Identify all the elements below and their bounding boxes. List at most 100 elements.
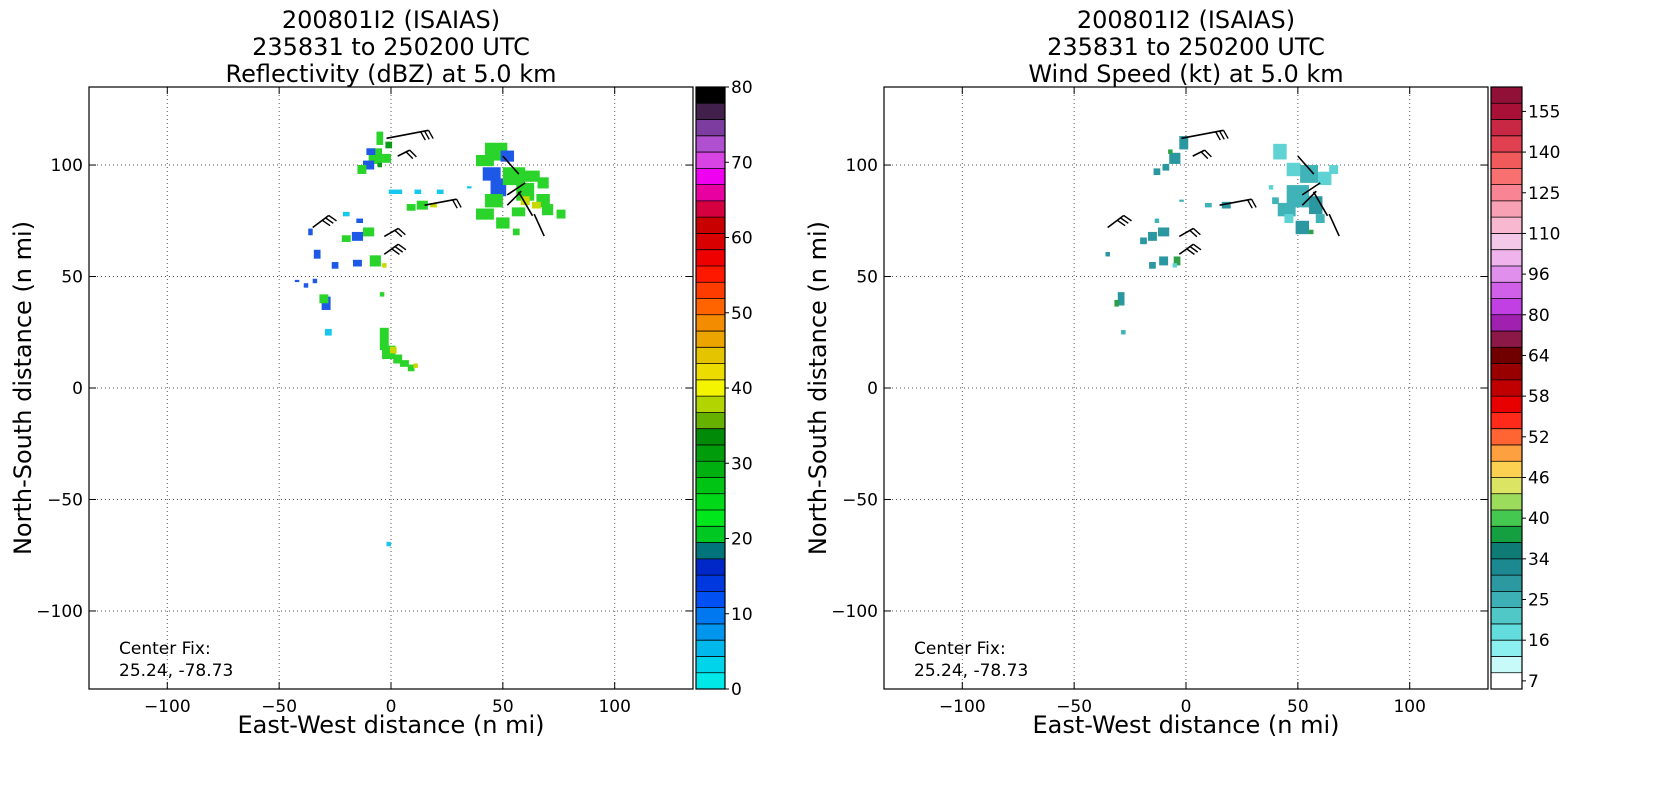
data-cell	[511, 207, 526, 217]
colorbar-swatch	[696, 184, 725, 202]
y-axis-label: North-South distance (n mi)	[9, 221, 37, 555]
data-cell	[467, 186, 472, 189]
colorbar-swatch	[1491, 623, 1522, 641]
data-cells	[1105, 136, 1339, 335]
colorbar-swatch	[696, 331, 725, 348]
chart-title-line-3: Reflectivity (dBZ) at 5.0 km	[226, 60, 557, 88]
colorbar-tick-label: 40	[1528, 509, 1550, 529]
y-tick-label: −100	[831, 602, 878, 622]
data-cell	[531, 201, 541, 209]
colorbar-swatch	[696, 87, 725, 104]
colorbar-swatch	[696, 249, 725, 267]
wind-barb	[506, 182, 526, 196]
data-cell	[406, 204, 416, 211]
data-cell	[1205, 202, 1212, 208]
colorbar-swatch	[1491, 87, 1522, 104]
colorbar-swatch	[696, 217, 725, 234]
colorbar-swatch	[1491, 575, 1522, 592]
x-tick-label: 50	[492, 697, 514, 717]
wind-barb	[1178, 227, 1194, 238]
data-cell	[1300, 165, 1318, 183]
colorbar-swatch	[696, 542, 725, 560]
wind-barb	[397, 149, 411, 157]
data-cell	[1179, 199, 1184, 202]
data-cell	[389, 346, 397, 354]
colorbar-swatch	[1491, 184, 1522, 202]
wind-barb-feather	[1120, 217, 1129, 224]
colorbar-tick-label: 30	[731, 454, 753, 474]
y-tick-label: 0	[72, 379, 83, 399]
data-cell	[376, 131, 384, 145]
data-cell	[476, 155, 494, 167]
data-cell	[500, 150, 515, 162]
wind-barb-feather	[1116, 219, 1126, 227]
wind-barb-feather	[423, 130, 430, 140]
colorbar-swatch	[1491, 298, 1522, 316]
wind-barb-feather	[1250, 198, 1257, 208]
data-cell	[1272, 197, 1279, 205]
colorbar-tick-label: 52	[1528, 428, 1550, 448]
wind-barb	[506, 190, 522, 206]
colorbar-tick-label: 140	[1528, 143, 1560, 163]
data-cell	[1121, 330, 1126, 335]
colorbar-tick-label: 25	[1528, 591, 1550, 611]
colorbar-tick-label: 125	[1528, 184, 1560, 204]
data-cell	[386, 541, 391, 547]
y-tick-label: −50	[47, 490, 83, 510]
y-tick-label: −50	[842, 490, 878, 510]
wind-barb-feather	[1222, 129, 1229, 139]
center-fix-line-2: 25.24, -78.73	[119, 661, 233, 681]
colorbar-swatch	[1491, 347, 1522, 364]
data-cell	[399, 360, 409, 367]
colorbar-tick-label: 110	[1528, 224, 1560, 244]
wind-barb-feather	[394, 245, 404, 253]
wind-barb-feather	[328, 214, 337, 222]
wind-barb-feather	[1215, 131, 1221, 141]
center-fix-line-1: Center Fix:	[914, 639, 1006, 659]
data-cell	[1153, 168, 1161, 176]
colorbar-swatch	[1491, 444, 1522, 462]
y-axis-label: North-South distance (n mi)	[804, 221, 832, 555]
colorbar-swatch	[696, 347, 725, 364]
wind-barb-feather	[1192, 227, 1201, 236]
data-cell	[351, 231, 364, 241]
colorbar-tick-label: 50	[731, 304, 753, 324]
colorbar-swatch	[696, 135, 725, 153]
colorbar-swatch	[696, 623, 725, 641]
wind-barb	[1301, 182, 1321, 196]
colorbar-swatch	[696, 233, 725, 251]
colorbar-tick-label: 46	[1528, 468, 1550, 488]
chart-title-line-3: Wind Speed (kt) at 5.0 km	[1028, 60, 1343, 88]
colorbar-swatch	[1491, 168, 1522, 185]
data-cell	[319, 294, 329, 304]
wind-barb-feather	[397, 227, 406, 236]
colorbar-swatch	[1491, 510, 1522, 527]
colorbar-swatch	[1491, 233, 1522, 251]
data-cell	[303, 283, 309, 288]
data-cell	[356, 218, 364, 224]
data-cell	[476, 208, 494, 220]
data-cell	[537, 177, 549, 189]
colorbar-swatch	[1491, 119, 1522, 137]
colorbar-tick-label: 64	[1528, 346, 1550, 366]
wind-barb-feather	[1192, 243, 1202, 251]
data-cell	[382, 263, 387, 268]
colorbar-swatch	[696, 363, 725, 381]
colorbar-swatch	[696, 396, 725, 413]
colorbar-swatch	[1491, 412, 1522, 429]
x-tick-label: −100	[939, 697, 986, 717]
data-cell	[413, 363, 418, 368]
data-cell	[1159, 256, 1169, 266]
chart-title-line-1: 200801I2 (ISAIAS)	[1077, 6, 1295, 34]
data-cell	[484, 194, 503, 208]
x-tick-label: 0	[1181, 697, 1192, 717]
wind-barb-feather	[397, 243, 407, 251]
colorbar-swatch	[696, 607, 725, 625]
y-tick-label: 50	[61, 268, 83, 288]
center-fix-line-1: Center Fix:	[119, 639, 211, 659]
data-cell	[1162, 163, 1170, 171]
data-cell	[512, 228, 520, 236]
data-cell	[524, 170, 540, 182]
center-fix-line-2: 25.24, -78.73	[914, 661, 1028, 681]
data-cell	[366, 148, 376, 156]
